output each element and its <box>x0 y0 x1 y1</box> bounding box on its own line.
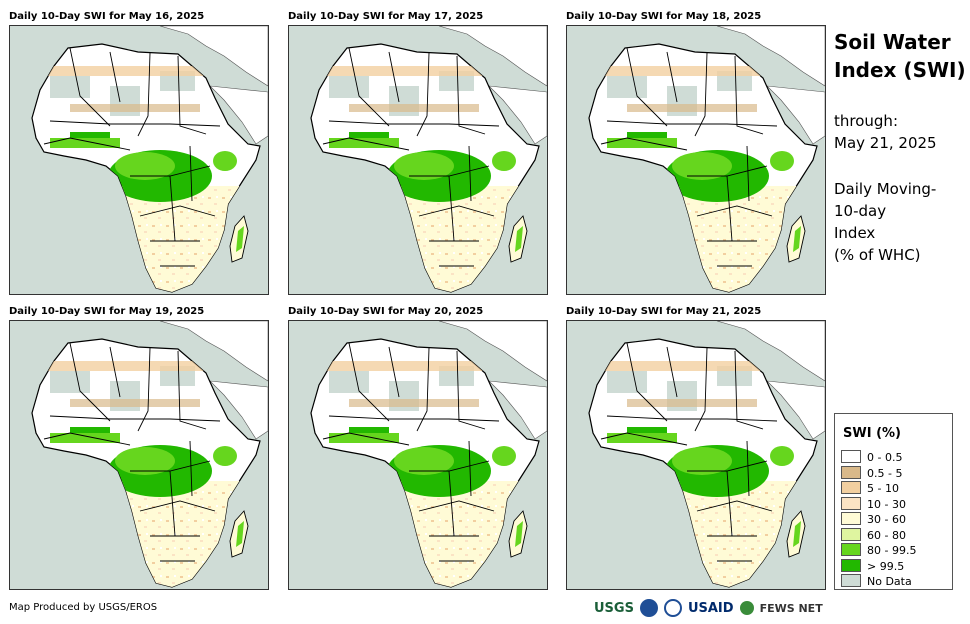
title-line: Index (SWI) <box>834 58 966 82</box>
agency-logos: USGS USAID FEWS NET <box>594 596 823 620</box>
swi-map <box>9 320 269 590</box>
legend-label: 60 - 80 <box>867 528 906 542</box>
product-title: Soil Water Index (SWI) <box>834 28 969 84</box>
panel-title: Daily 10-Day SWI for May 19, 2025 <box>9 306 205 317</box>
legend-label: 80 - 99.5 <box>867 544 917 557</box>
legend-swatch <box>841 543 861 556</box>
usgs-logo: USGS <box>594 600 634 616</box>
description-line: Index <box>834 224 876 242</box>
nasa-seal-icon <box>663 599 682 617</box>
legend-label: No Data <box>867 575 912 588</box>
legend-item: 60 - 80 <box>841 527 906 543</box>
map-credit: Map Produced by USGS/EROS <box>9 602 158 613</box>
legend-label: > 99.5 <box>867 559 905 573</box>
description-line: 10-day <box>834 202 887 220</box>
legend-swatch <box>841 465 861 479</box>
legend-title: SWI (%) <box>843 426 901 441</box>
description-line: Daily Moving- <box>834 180 937 198</box>
through-label: through: <box>834 112 898 130</box>
panel-title: Daily 10-Day SWI for May 17, 2025 <box>288 11 484 22</box>
panel-title: Daily 10-Day SWI for May 16, 2025 <box>9 11 205 22</box>
swi-map <box>566 25 826 295</box>
swi-map <box>288 320 548 590</box>
legend-label: 10 - 30 <box>867 497 906 511</box>
panel-title: Daily 10-Day SWI for May 20, 2025 <box>288 306 484 317</box>
legend-item: 0 - 0.5 <box>841 450 902 465</box>
title-line: Soil Water <box>834 30 951 54</box>
legend-label: 5 - 10 <box>867 482 899 495</box>
legend-item: 80 - 99.5 <box>841 543 916 558</box>
fews-globe-icon <box>739 601 754 615</box>
legend-swatch <box>841 558 861 572</box>
legend-item: 10 - 30 <box>841 496 906 512</box>
fews-net-logo: FEWS NET <box>759 601 823 615</box>
legend-swatch <box>841 496 861 510</box>
through-block: through: May 21, 2025 <box>834 110 969 154</box>
usaid-logo: USAID <box>687 600 734 616</box>
legend-swatch <box>841 574 861 587</box>
legend-item: 5 - 10 <box>841 481 899 496</box>
description-line: (% of WHC) <box>834 246 921 264</box>
legend-item: No Data <box>841 574 912 589</box>
swi-map <box>566 320 826 590</box>
through-date: May 21, 2025 <box>834 134 937 152</box>
legend-swatch <box>841 450 861 463</box>
description-block: Daily Moving- 10-day Index (% of WHC) <box>834 178 969 266</box>
legend-item: 0.5 - 5 <box>841 465 903 481</box>
noaa-logo-icon <box>639 599 658 617</box>
panel-title: Daily 10-Day SWI for May 18, 2025 <box>566 11 762 22</box>
swi-map <box>288 25 548 295</box>
legend-swatch <box>841 512 861 525</box>
legend-label: 0 - 0.5 <box>867 451 903 464</box>
legend-item: 30 - 60 <box>841 512 906 527</box>
legend-swatch <box>841 527 861 541</box>
swi-map <box>9 25 269 295</box>
panel-title: Daily 10-Day SWI for May 21, 2025 <box>566 306 762 317</box>
swi-legend: SWI (%) 0 - 0.5 0.5 - 5 5 - 10 10 - 30 30 - … <box>834 413 953 590</box>
legend-swatch <box>841 481 861 494</box>
legend-label: 0.5 - 5 <box>867 466 903 480</box>
legend-label: 30 - 60 <box>867 513 906 526</box>
legend-item: > 99.5 <box>841 558 905 574</box>
